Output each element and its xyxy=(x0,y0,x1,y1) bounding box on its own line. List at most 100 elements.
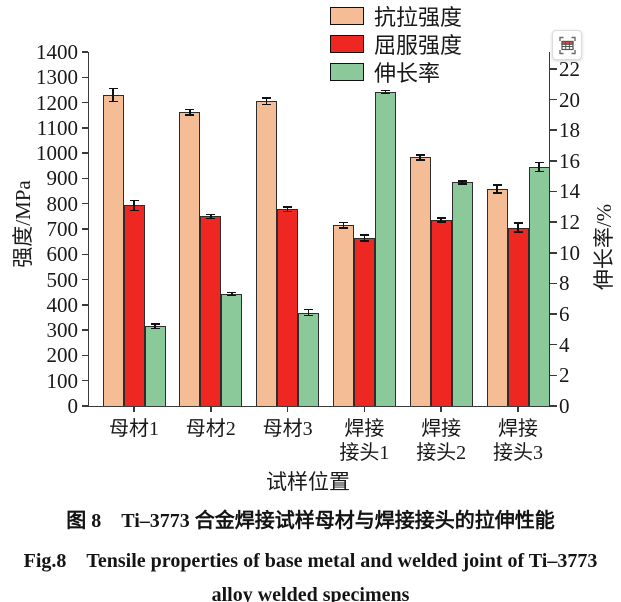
left-axis-tick xyxy=(81,101,88,104)
left-axis-tick-label: 600 xyxy=(46,242,79,267)
x-axis-title: 试样位置 xyxy=(266,470,350,494)
left-axis-tick-label: 0 xyxy=(67,394,79,418)
legend-label-elongation: 伸长率 xyxy=(374,61,441,86)
error-bar-cap-top xyxy=(206,213,216,216)
bar-yield xyxy=(430,220,452,406)
error-bar-line xyxy=(342,222,345,228)
error-bar-cap-top xyxy=(283,206,293,209)
bar-tensile xyxy=(332,225,354,406)
x-category-label-line: 接头1 xyxy=(339,442,390,464)
error-bar-cap-bottom xyxy=(513,231,523,234)
table-capture-icon xyxy=(558,36,576,54)
error-bar-cap-top xyxy=(380,89,390,92)
left-axis-tick-label: 100 xyxy=(46,368,79,393)
error-bar-line xyxy=(112,88,114,102)
left-axis-tick xyxy=(81,304,88,306)
error-bar-cap-top xyxy=(338,221,348,224)
x-category-label-line: 母材3 xyxy=(262,418,313,440)
error-bar-cap-top xyxy=(415,154,425,156)
error-bar-cap-top xyxy=(262,97,272,100)
error-bar-line xyxy=(440,218,442,223)
error-bar-cap-top xyxy=(457,179,467,182)
right-axis-tick-label: 4 xyxy=(559,332,570,357)
error-bar-cap-bottom xyxy=(534,170,544,173)
error-bar-cap-bottom xyxy=(304,314,314,317)
error-bar-line xyxy=(154,324,156,329)
error-bar-cap-bottom xyxy=(415,159,425,161)
legend-label-yield-strength: 屈服强度 xyxy=(374,33,463,58)
x-category-label-line: 焊接 xyxy=(344,418,385,440)
right-axis-tick xyxy=(550,252,557,254)
right-axis-tick xyxy=(550,405,557,407)
left-axis-tick xyxy=(81,379,88,382)
x-category-label-line: 焊接 xyxy=(498,418,538,440)
right-axis-tick-label: 12 xyxy=(559,210,580,235)
right-axis-tick xyxy=(550,68,557,70)
left-axis-tick xyxy=(81,253,88,256)
x-axis-tick xyxy=(133,407,135,412)
bar-yield xyxy=(507,227,529,406)
bar-elongation xyxy=(528,166,550,406)
x-category-label-line: 接头2 xyxy=(416,442,467,464)
left-axis-tick-label: 1400 xyxy=(36,40,78,64)
left-axis-tick xyxy=(81,152,88,154)
left-axis-tick-label: 1100 xyxy=(36,115,78,140)
x-category-label-line: 接头3 xyxy=(493,442,543,464)
x-category-label: 焊接 接头3 xyxy=(470,417,566,465)
error-bar-cap-top xyxy=(150,323,160,325)
right-axis-tick xyxy=(550,98,557,101)
x-axis-tick xyxy=(286,407,289,412)
figure-caption: 图 8 Ti–3773 合金焊接试样母材与焊接接头的拉伸性能 Fig.8 Ten… xyxy=(0,504,621,602)
error-bar-line xyxy=(210,214,212,219)
table-capture-button[interactable] xyxy=(552,30,582,60)
error-bar-cap-bottom xyxy=(129,209,139,212)
left-axis-tick xyxy=(81,127,88,129)
left-axis-tick xyxy=(81,354,88,357)
error-bar-cap-bottom xyxy=(227,294,237,297)
legend-item-yield-strength: 屈服强度 xyxy=(330,33,462,58)
bar-elongation xyxy=(221,294,243,406)
right-y-axis-line xyxy=(548,52,551,407)
legend-swatch-elongation xyxy=(330,63,364,81)
left-axis-tick xyxy=(81,177,88,180)
error-bar-line xyxy=(538,162,540,172)
error-bar-line xyxy=(189,109,191,115)
left-axis-tick-label: 400 xyxy=(46,292,79,317)
error-bar-line xyxy=(384,90,387,94)
left-axis-tick-label: 1300 xyxy=(36,65,78,90)
right-axis-tick-label: 10 xyxy=(559,240,580,265)
legend-swatch-tensile-strength xyxy=(330,7,364,25)
x-axis-line xyxy=(87,405,551,408)
x-axis-tick xyxy=(517,407,519,412)
bar-yield xyxy=(200,216,222,406)
error-bar-cap-bottom xyxy=(150,327,160,330)
bar-tensile xyxy=(256,101,278,406)
error-bar-cap-top xyxy=(185,108,195,111)
bar-yield xyxy=(277,209,299,406)
error-bar-cap-bottom xyxy=(108,100,118,103)
right-axis-tick xyxy=(550,221,557,223)
caption-english-line2: alloy welded specimens xyxy=(211,584,410,602)
x-axis-tick xyxy=(363,407,366,412)
bar-elongation xyxy=(451,182,473,406)
left-axis-tick-label: 700 xyxy=(46,217,79,241)
error-bar-cap-bottom xyxy=(283,210,293,213)
x-category-label: 焊接 接头1 xyxy=(316,417,412,465)
x-category-label: 母材1 xyxy=(86,417,182,441)
x-axis-tick xyxy=(210,407,212,412)
left-axis-tick xyxy=(81,278,88,281)
error-bar-line xyxy=(231,292,233,296)
x-category-label-line: 焊接 xyxy=(421,418,462,440)
right-axis-tick xyxy=(550,313,557,315)
left-axis-tick-label: 200 xyxy=(46,343,79,368)
right-axis-tick xyxy=(550,343,557,346)
x-category-label-line: 母材2 xyxy=(185,418,236,440)
bar-tensile xyxy=(102,94,124,406)
legend-label-tensile-strength: 抗拉强度 xyxy=(374,5,463,30)
bar-elongation xyxy=(374,91,396,406)
right-axis-tick xyxy=(550,374,557,377)
legend-item-tensile-strength: 抗拉强度 xyxy=(330,5,462,30)
error-bar-line xyxy=(363,234,366,241)
x-axis-tick xyxy=(440,407,442,412)
left-axis-title: 强度/MPa xyxy=(11,180,35,268)
